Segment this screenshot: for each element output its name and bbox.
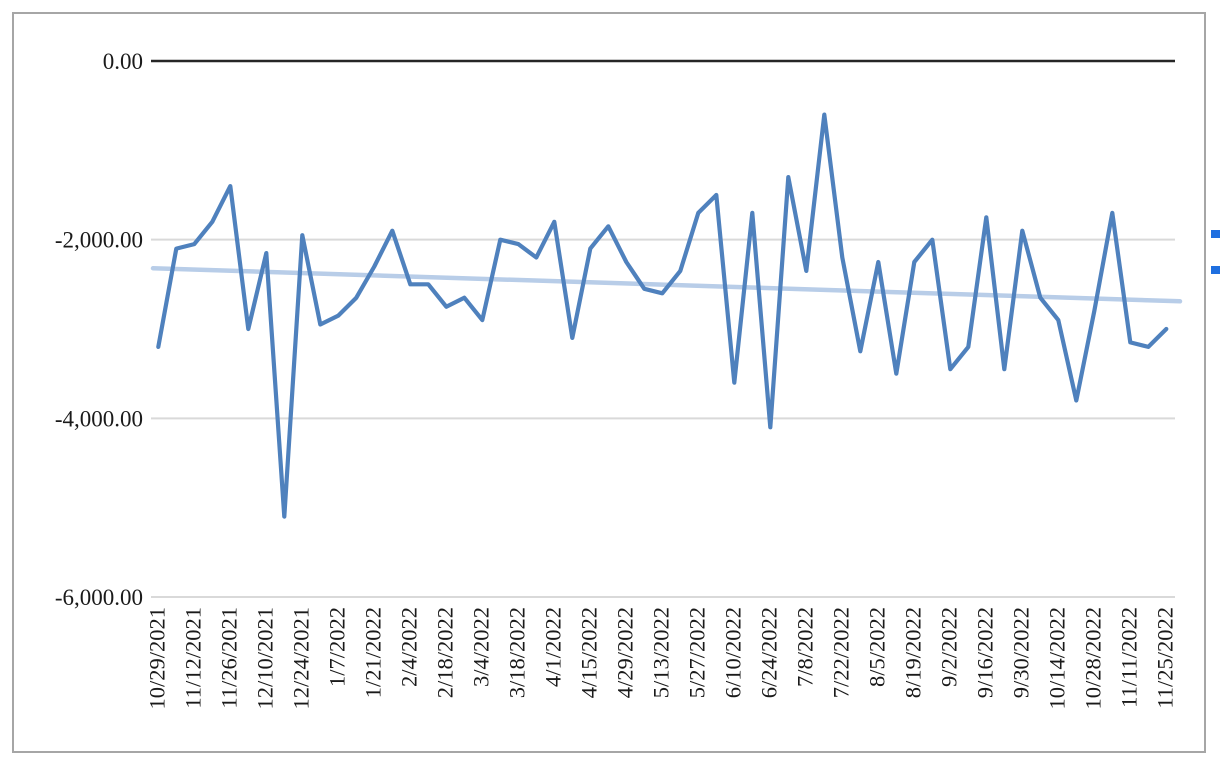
x-axis-tick-label: 11/12/2021 (180, 607, 205, 709)
x-axis-tick-label: 4/15/2022 (576, 607, 601, 698)
x-axis-tick-label: 12/24/2021 (288, 607, 313, 710)
x-axis-tick-label: 3/4/2022 (468, 607, 493, 687)
x-axis-tick-label: 2/4/2022 (396, 607, 421, 687)
x-axis-tick-label: 7/22/2022 (828, 607, 853, 698)
x-axis-tick-label: 6/24/2022 (756, 607, 781, 698)
chart-border (12, 12, 1206, 753)
x-axis-tick-label: 11/26/2021 (216, 607, 241, 709)
x-axis-tick-label: 11/11/2022 (1116, 607, 1141, 708)
x-axis-tick-label: 9/30/2022 (1008, 607, 1033, 698)
x-axis-tick-label: 1/21/2022 (360, 607, 385, 698)
legend-key-fragment (1211, 266, 1220, 274)
y-axis-tick-label: -2,000.00 (55, 228, 143, 253)
x-axis-tick-label: 2/18/2022 (432, 607, 457, 698)
x-axis-tick-label: 4/29/2022 (612, 607, 637, 698)
x-axis-tick-label: 8/5/2022 (864, 607, 889, 687)
legend-key-fragment (1211, 230, 1220, 238)
x-axis-tick-label: 1/7/2022 (324, 607, 349, 687)
data-series-line (156, 112, 1169, 519)
x-axis-tick-label: 5/13/2022 (648, 607, 673, 698)
x-axis-tick-label: 10/14/2022 (1044, 607, 1069, 710)
x-axis-tick-label: 3/18/2022 (504, 607, 529, 698)
x-axis-tick-label: 12/10/2021 (252, 607, 277, 710)
y-axis-tick-label: -4,000.00 (55, 406, 143, 431)
x-axis-tick-label: 7/8/2022 (792, 607, 817, 687)
x-axis-tick-label: 10/29/2021 (144, 607, 169, 710)
x-axis-tick-label: 5/27/2022 (684, 607, 709, 698)
y-axis-tick-label: -6,000.00 (55, 585, 143, 610)
y-axis-tick-label: 0.00 (103, 49, 143, 74)
x-axis-tick-label: 4/1/2022 (540, 607, 565, 687)
x-axis-tick-label: 6/10/2022 (720, 607, 745, 698)
x-axis-tick-label: 10/28/2022 (1080, 607, 1105, 710)
x-axis-tick-label: 9/16/2022 (972, 607, 997, 698)
x-axis-tick-label: 9/2/2022 (936, 607, 961, 687)
x-axis-tick-label: 8/19/2022 (900, 607, 925, 698)
x-axis-tick-label: 11/25/2022 (1152, 607, 1177, 709)
